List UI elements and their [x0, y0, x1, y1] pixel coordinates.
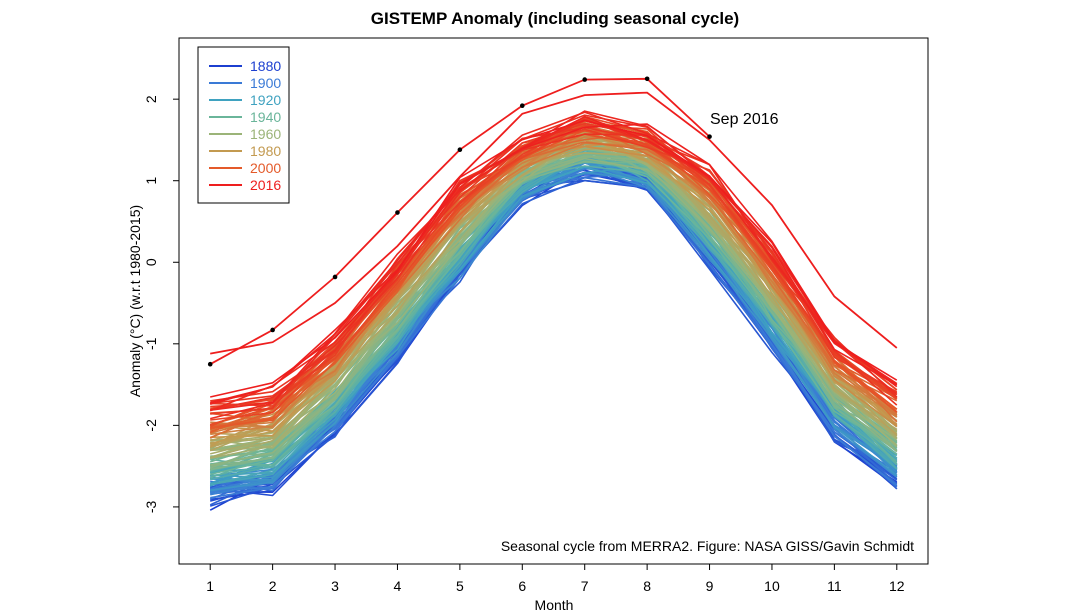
x-tick-label: 10	[764, 578, 780, 594]
record-year-line	[210, 91, 898, 355]
x-tick-label: 1	[206, 578, 214, 594]
x-tick-label: 6	[518, 578, 526, 594]
x-tick-label: 9	[706, 578, 714, 594]
year-series-line	[210, 165, 898, 486]
point-2016	[207, 361, 213, 367]
y-tick-label: -3	[143, 500, 159, 513]
y-tick-label: 1	[143, 177, 159, 185]
sep-2016-annotation: Sep 2016	[710, 111, 779, 128]
year-series-line	[210, 162, 898, 492]
point-2016	[519, 103, 525, 108]
series-2016	[207, 76, 712, 367]
y-axis: -3 -2 -1 0 1 2	[143, 95, 179, 513]
legend-label-1900: 1900	[250, 75, 281, 91]
year-series-line	[209, 142, 898, 426]
year-series-line	[210, 133, 898, 406]
point-2016	[395, 210, 400, 215]
point-2016	[332, 274, 338, 280]
point-2016	[270, 327, 275, 333]
series-lines	[209, 91, 898, 511]
legend-label-1980: 1980	[250, 143, 281, 159]
legend-label-1880: 1880	[250, 58, 281, 74]
chart-title: GISTEMP Anomaly (including seasonal cycl…	[371, 9, 739, 28]
y-tick-label: -2	[143, 419, 159, 432]
year-series-line	[210, 118, 898, 420]
legend-label-2016: 2016	[250, 177, 281, 193]
x-tick-label: 3	[331, 578, 339, 594]
x-axis-label: Month	[535, 597, 574, 612]
x-tick-label: 5	[456, 578, 464, 594]
x-tick-label: 2	[269, 578, 277, 594]
year-series-line	[209, 111, 898, 412]
x-tick-label: 11	[827, 578, 842, 594]
y-axis-label: Anomaly (°C) (w.r.t 1980-2015)	[127, 205, 143, 397]
point-2016	[644, 76, 650, 82]
credit-text: Seasonal cycle from MERRA2. Figure: NASA…	[501, 538, 914, 554]
x-tick-label: 4	[394, 578, 402, 594]
legend-label-2000: 2000	[250, 160, 281, 176]
point-2016	[707, 134, 712, 139]
year-series-line	[210, 156, 898, 450]
x-tick-label: 12	[889, 578, 905, 594]
x-axis: 1 2 3 4 5 6 7 8 9 10 11 12	[206, 564, 905, 594]
point-2016	[457, 147, 463, 153]
legend-label-1940: 1940	[250, 109, 281, 125]
y-tick-label: 0	[143, 258, 159, 266]
point-2016	[582, 77, 588, 82]
legend-box	[197, 46, 290, 204]
y-tick-label: -1	[143, 337, 159, 350]
year-series-line	[209, 116, 898, 405]
legend-label-1960: 1960	[250, 126, 281, 142]
year-series-line	[210, 119, 898, 398]
x-tick-label: 8	[643, 578, 651, 594]
x-tick-label: 7	[581, 578, 589, 594]
plot-frame	[178, 37, 929, 565]
y-tick-label: 2	[143, 95, 159, 103]
legend-label-1920: 1920	[250, 92, 281, 108]
